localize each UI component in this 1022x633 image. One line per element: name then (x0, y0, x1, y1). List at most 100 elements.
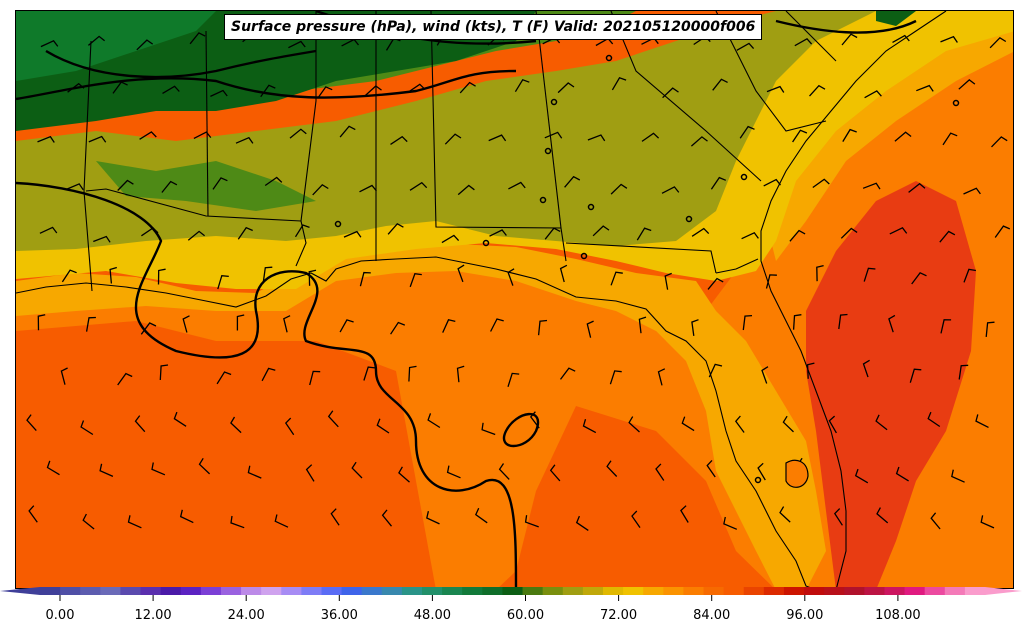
wind-barb (939, 230, 956, 243)
wind-barb (587, 134, 606, 142)
wind-barb (457, 184, 475, 196)
wind-barb (940, 319, 952, 334)
colorbar-cell (220, 587, 242, 595)
colorbar-cell (120, 587, 142, 595)
wind-barb (838, 313, 848, 330)
wind-barb (507, 372, 520, 387)
wind-barb (741, 231, 759, 240)
wind-barb (575, 515, 589, 531)
colorbar-cell (140, 587, 162, 595)
wind-barb (459, 81, 476, 94)
wind-barb (691, 319, 699, 336)
colorbar-tick-label: 96.00 (786, 608, 823, 623)
colorbar-cell (623, 587, 644, 595)
wind-barb (958, 79, 976, 90)
wind-barb (489, 229, 507, 237)
wind-barb (442, 319, 456, 333)
colorbar-tick-label: 108.00 (875, 608, 921, 623)
wind-barb (662, 87, 679, 99)
colorbar-tick-label: 60.00 (507, 608, 544, 623)
wind-barb (87, 35, 106, 46)
wind-barb (792, 129, 808, 143)
wind-barb (262, 266, 273, 282)
wind-barb (892, 34, 910, 43)
wind-barb (409, 181, 428, 191)
wind-barb (426, 511, 440, 525)
wind-barb (26, 414, 37, 432)
wind-barb (779, 506, 791, 523)
wind-barb (39, 226, 58, 234)
wind-barb (641, 132, 660, 142)
wind-barb (742, 314, 753, 331)
wind-barb (490, 318, 504, 332)
wind-barb (559, 367, 576, 380)
wind-barb (833, 508, 843, 526)
wind-barb (809, 84, 826, 97)
wind-barb (828, 415, 837, 434)
wind-barb (309, 370, 321, 386)
wind-barb (161, 180, 178, 193)
wind-barb (474, 507, 488, 524)
wind-barb (610, 183, 628, 195)
wind-barb (862, 182, 881, 190)
wind-barb (305, 464, 315, 482)
wind-barb (911, 271, 927, 285)
wind-barb (151, 462, 166, 476)
colorbar-cell (703, 587, 725, 595)
colorbar-cell (341, 587, 363, 595)
wind-barb (173, 411, 187, 427)
wind-barb (927, 411, 941, 428)
wind-barb (427, 413, 441, 429)
wind-barbs (26, 31, 1011, 531)
wind-barb (610, 271, 623, 286)
colorbar-cell (281, 587, 302, 595)
wind-barb (606, 460, 618, 477)
wind-barb (134, 415, 146, 433)
wind-barb (940, 35, 958, 43)
wind-barb (841, 33, 858, 46)
wind-barb (162, 85, 180, 94)
wind-barb (664, 272, 672, 290)
wind-barb (351, 461, 363, 479)
colorbar-cell (301, 587, 322, 595)
colorbar-tick-label: 84.00 (693, 608, 730, 623)
wind-barb (109, 266, 117, 284)
wind-barb (524, 515, 539, 528)
colorbar-cell (723, 587, 745, 595)
colorbar-cell (160, 587, 182, 595)
wind-barb (792, 314, 802, 330)
wind-barb (230, 515, 245, 529)
wind-barb (390, 321, 406, 335)
map-panel (15, 10, 1014, 589)
colorbar-cell (864, 587, 885, 595)
wind-barb (989, 36, 1007, 49)
wind-barb (909, 368, 922, 383)
colorbar-cell (80, 587, 101, 595)
wind-barb (657, 368, 666, 386)
wind-barb (80, 420, 94, 436)
wind-barb (247, 465, 262, 479)
temperature-field-light-orange (16, 11, 1013, 588)
colorbar-cell (200, 587, 222, 595)
wind-barb (376, 418, 390, 434)
wind-barb (706, 459, 716, 478)
colorbar-cell (944, 587, 966, 595)
colorbar-lower-extension (0, 587, 40, 595)
wind-barb (187, 230, 206, 241)
colorbar-tick-label: 24.00 (228, 608, 265, 623)
wind-barb (544, 131, 563, 139)
colorbar-cell (683, 587, 705, 595)
colorbar-cell (482, 587, 503, 595)
colorbar-tick-label: 48.00 (414, 608, 451, 623)
colorbar-cell (783, 587, 805, 595)
wind-barb (216, 371, 232, 385)
wind-barb (876, 507, 889, 524)
wind-barb (757, 462, 766, 481)
wind-barb (85, 316, 96, 332)
wind-barb (963, 187, 981, 195)
wind-barb (264, 176, 283, 187)
wind-barb (446, 465, 461, 479)
wind-barb (283, 315, 291, 333)
wind-barb (655, 463, 665, 481)
colorbar-cell (442, 587, 463, 595)
